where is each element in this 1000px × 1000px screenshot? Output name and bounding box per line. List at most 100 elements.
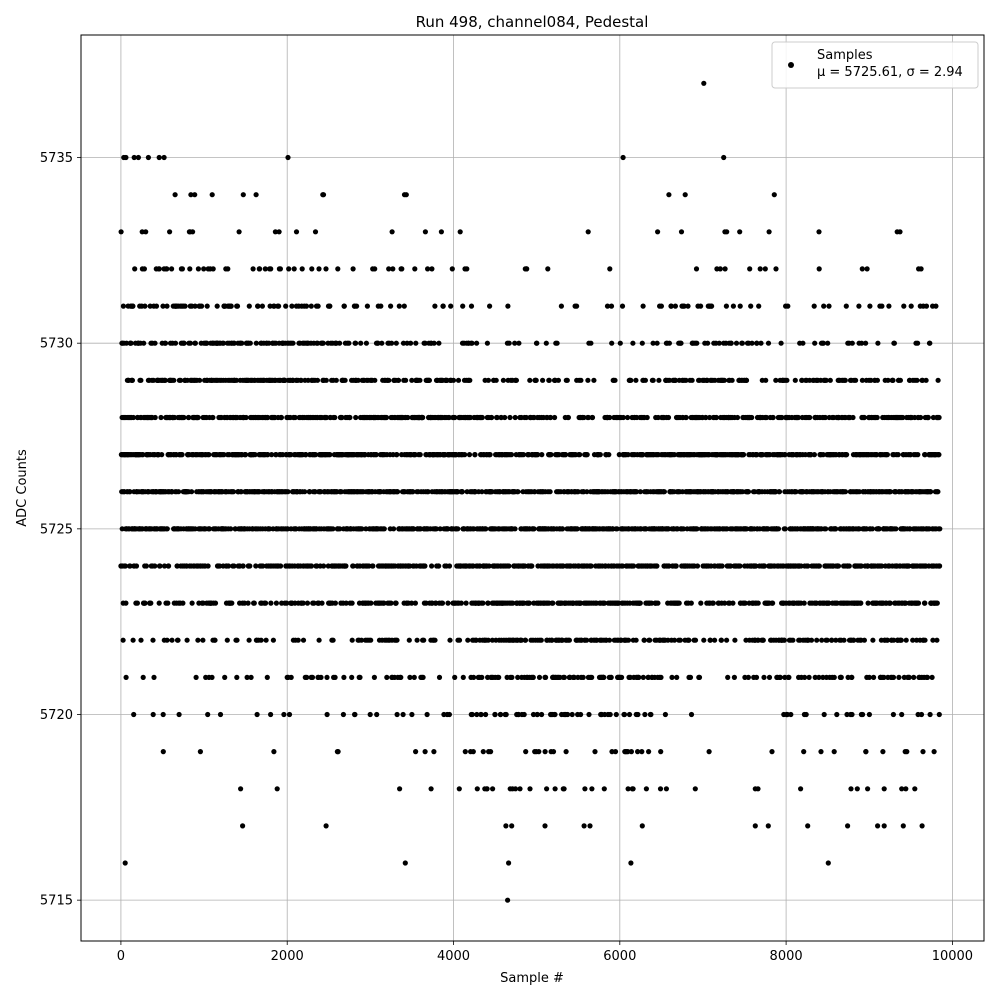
sample-point: [608, 674, 614, 681]
sample-point: [142, 600, 148, 606]
sample-point: [639, 340, 645, 346]
sample-point: [190, 229, 196, 235]
sample-point: [358, 637, 365, 643]
sample-point: [515, 674, 521, 681]
sample-point: [209, 192, 215, 198]
sample-point: [763, 377, 769, 383]
sample-point: [318, 674, 324, 681]
sample-point: [138, 637, 144, 643]
sample-point: [728, 563, 734, 569]
sample-point: [224, 637, 230, 643]
sample-point: [244, 674, 250, 681]
sample-point: [446, 414, 452, 421]
sample-point: [123, 674, 129, 681]
sample-point: [676, 600, 682, 606]
sample-point: [749, 414, 755, 421]
sample-point-outlier: [509, 823, 515, 829]
sample-point: [364, 303, 370, 309]
sample-point: [373, 452, 379, 458]
sample-point: [648, 711, 654, 718]
sample-point: [807, 414, 813, 421]
sample-point: [320, 340, 326, 346]
sample-point: [371, 674, 377, 681]
sample-point: [527, 377, 533, 383]
sample-point: [737, 563, 743, 569]
sample-point: [396, 303, 402, 309]
sample-point: [488, 749, 494, 755]
sample-point: [403, 377, 409, 383]
sample-point: [426, 377, 432, 383]
sample-point-outlier: [145, 154, 151, 161]
sample-point: [688, 600, 694, 606]
sample-point: [935, 377, 941, 383]
sample-point: [253, 192, 259, 198]
sample-point: [479, 414, 485, 421]
sample-point-outlier: [639, 823, 645, 829]
sample-point: [231, 340, 237, 346]
sample-point: [161, 563, 168, 569]
sample-point: [446, 563, 453, 569]
sample-point: [251, 600, 257, 606]
sample-point: [468, 303, 475, 309]
sample-point: [483, 526, 489, 532]
sample-point: [172, 340, 179, 346]
sample-point: [498, 711, 504, 718]
sample-point: [654, 563, 660, 569]
sample-point: [779, 414, 785, 421]
sample-point: [457, 229, 463, 235]
sample-point: [246, 303, 252, 309]
sample-point: [607, 266, 613, 272]
sample-point: [276, 229, 282, 235]
sample-point: [800, 340, 806, 346]
sample-point: [134, 600, 140, 606]
sample-point: [683, 377, 689, 383]
sample-point: [831, 674, 837, 681]
sample-point: [565, 711, 571, 718]
sample-point: [785, 303, 791, 309]
sample-point-outlier: [544, 786, 550, 792]
sample-point: [402, 860, 408, 866]
sample-point: [159, 452, 165, 458]
sample-point: [937, 526, 943, 532]
sample-point: [505, 303, 511, 309]
sample-point: [265, 414, 271, 421]
sample-point: [786, 674, 792, 681]
sample-point: [425, 266, 431, 272]
sample-point: [395, 377, 402, 383]
sample-point: [316, 266, 322, 272]
sample-point: [584, 489, 590, 495]
sample-point: [403, 192, 409, 198]
sample-point: [276, 303, 282, 309]
sample-point: [628, 749, 635, 755]
sample-point: [642, 377, 649, 383]
sample-point-outlier: [721, 154, 727, 161]
sample-point: [181, 340, 187, 346]
sample-point: [240, 823, 246, 829]
sample-point: [609, 340, 615, 346]
sample-point: [432, 637, 438, 643]
sample-point: [286, 711, 293, 718]
sample-point: [719, 563, 725, 569]
sample-point: [933, 303, 939, 309]
sample-point: [433, 526, 439, 532]
sample-point: [212, 637, 218, 643]
sample-point: [474, 340, 480, 346]
sample-point: [349, 637, 355, 643]
sample-point: [264, 674, 270, 681]
sample-point: [354, 303, 360, 309]
sample-point: [712, 637, 718, 643]
sample-point: [606, 452, 612, 458]
sample-point: [756, 303, 762, 309]
sample-point: [619, 674, 625, 681]
sample-point: [769, 749, 775, 755]
sample-point: [522, 637, 529, 643]
sample-point: [298, 377, 304, 383]
sample-point: [349, 600, 355, 606]
sample-point: [827, 377, 833, 383]
sample-point-outlier: [509, 786, 516, 792]
sample-point: [259, 303, 265, 309]
sample-point: [408, 340, 414, 346]
sample-point: [890, 674, 897, 681]
sample-point: [165, 600, 171, 606]
sample-point: [552, 786, 558, 792]
